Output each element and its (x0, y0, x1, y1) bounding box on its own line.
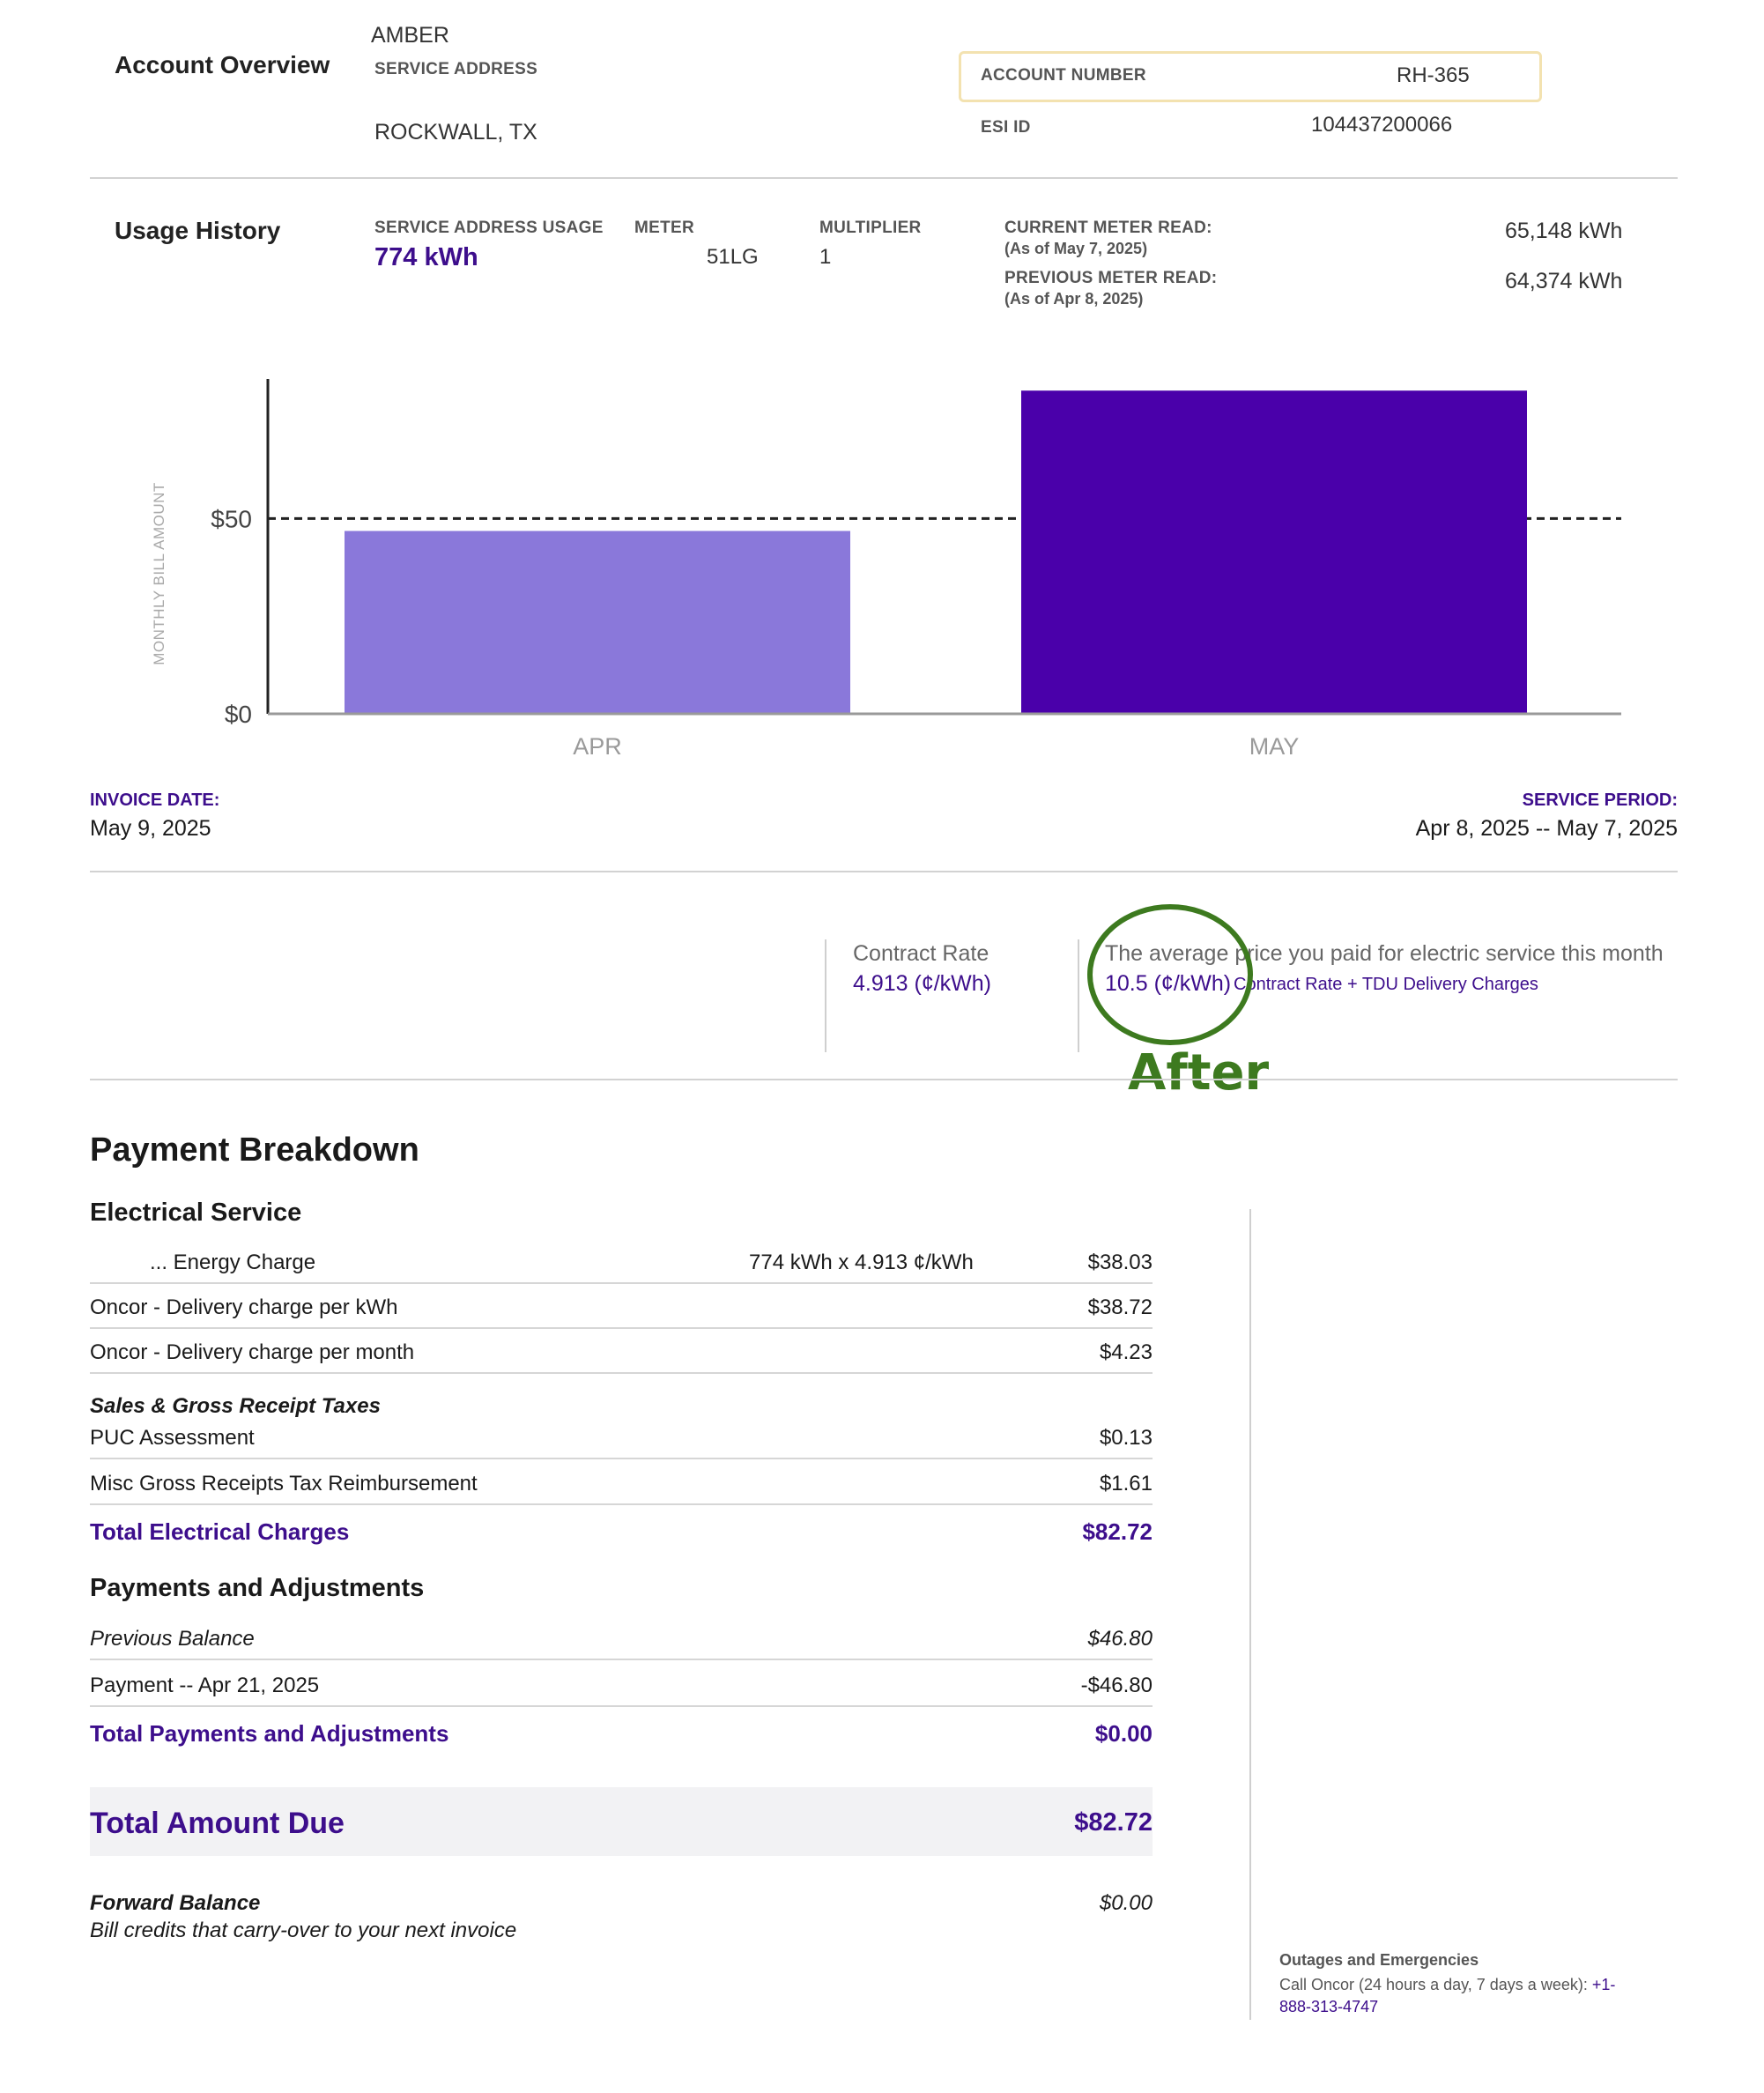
total-row: Total Electrical Charges $82.72 (90, 1508, 1153, 1552)
current-read-date: (As of May 7, 2025) (1004, 240, 1148, 257)
outages-text-body: Call Oncor (24 hours a day, 7 days a wee… (1279, 1976, 1588, 1993)
outages-text: Call Oncor (24 hours a day, 7 days a wee… (1279, 1974, 1649, 2018)
rate-divider (1078, 939, 1079, 1052)
total-row: Total Payments and Adjustments $0.00 (90, 1710, 1153, 1754)
divider (90, 871, 1678, 872)
table-row: PUC Assessment $0.13 (90, 1415, 1153, 1459)
service-period: Apr 8, 2025 -- May 7, 2025 (1415, 816, 1678, 841)
oncor-phone-link-a[interactable]: +1- (1591, 1976, 1616, 1993)
invoice-date-label: INVOICE DATE: (90, 790, 220, 810)
table-row: Previous Balance $46.80 (90, 1616, 1153, 1660)
delivery-kwh-amount: $38.72 (1087, 1295, 1153, 1319)
payment-label: Payment -- Apr 21, 2025 (90, 1674, 320, 1697)
total-electrical-label: Total Electrical Charges (90, 1518, 350, 1545)
customer-name: AMBER (371, 23, 449, 48)
service-usage-value: 774 kWh (374, 243, 478, 271)
table-row: Misc Gross Receipts Tax Reimbursement $1… (90, 1461, 1153, 1505)
total-adjustments-amount: $0.00 (1094, 1720, 1153, 1747)
esi-id-label: ESI ID (981, 118, 1031, 137)
table-row: Oncor - Delivery charge per month $4.23 (90, 1330, 1153, 1374)
delivery-month-amount: $4.23 (1099, 1340, 1153, 1364)
service-address-label: SERVICE ADDRESS (374, 60, 538, 78)
column-divider (1249, 1209, 1251, 2020)
y-axis-label: MONTHLY BILL AMOUNT (151, 482, 167, 665)
delivery-month-label: Oncor - Delivery charge per month (90, 1340, 415, 1364)
previous-read-label: PREVIOUS METER READ: (1004, 269, 1218, 287)
y-tick-label: $0 (225, 701, 252, 728)
monthly-bill-chart: APR MAY $0 $50 MONTHLY BILL AMOUNT (151, 379, 1621, 760)
total-amount-due-value: $82.72 (1074, 1808, 1153, 1837)
payment-breakdown-heading: Payment Breakdown (90, 1132, 419, 1169)
contract-rate-value: 4.913 (¢/kWh) (853, 971, 992, 996)
table-row: ... Energy Charge 774 kWh x 4.913 ¢/kWh … (90, 1240, 1153, 1284)
previous-balance-label: Previous Balance (90, 1627, 255, 1651)
rate-divider (825, 939, 826, 1052)
total-amount-due-label: Total Amount Due (90, 1807, 345, 1840)
x-tick-label: MAY (1249, 733, 1300, 760)
outages-heading: Outages and Emergencies (1279, 1951, 1479, 1969)
previous-read-date: (As of Apr 8, 2025) (1004, 290, 1144, 308)
previous-read-value: 64,374 kWh (1505, 269, 1623, 293)
bar-may (1021, 390, 1527, 714)
usage-history-heading: Usage History (115, 217, 281, 244)
taxes-heading: Sales & Gross Receipt Taxes (90, 1394, 381, 1418)
contract-rate-label: Contract Rate (853, 941, 989, 966)
misc-tax-label: Misc Gross Receipts Tax Reimbursement (90, 1472, 478, 1496)
total-electrical-amount: $82.72 (1082, 1518, 1153, 1545)
oncor-phone-link-b[interactable]: 888-313-4747 (1279, 1998, 1379, 2015)
multiplier-label: MULTIPLIER (819, 219, 922, 237)
y-tick-label: $50 (211, 505, 252, 532)
delivery-kwh-label: Oncor - Delivery charge per kWh (90, 1295, 398, 1319)
service-city: ROCKWALL, TX (374, 120, 537, 145)
bar-apr (345, 531, 850, 714)
energy-charge-calc: 774 kWh x 4.913 ¢/kWh (749, 1251, 974, 1274)
current-read-label: CURRENT METER READ: (1004, 219, 1212, 237)
table-row: Payment -- Apr 21, 2025 -$46.80 (90, 1663, 1153, 1707)
forward-balance-note: Bill credits that carry-over to your nex… (90, 1919, 517, 1942)
forward-balance-amount: $0.00 (1099, 1891, 1153, 1915)
meter-label: METER (634, 219, 694, 237)
electrical-service-heading: Electrical Service (90, 1199, 302, 1227)
previous-balance-amount: $46.80 (1087, 1627, 1153, 1651)
average-price-note: Contract Rate + TDU Delivery Charges (1234, 975, 1538, 994)
account-number-box (959, 51, 1542, 102)
forward-balance-label: Forward Balance (90, 1891, 261, 1915)
after-annotation: After (1128, 1044, 1270, 1102)
account-overview-heading: Account Overview (115, 51, 330, 78)
account-number-label: ACCOUNT NUMBER (981, 66, 1146, 85)
esi-id: 104437200066 (1311, 113, 1453, 137)
meter-value: 51LG (707, 245, 759, 269)
payment-amount: -$46.80 (1080, 1674, 1153, 1697)
highlight-circle (1087, 904, 1253, 1045)
divider (90, 177, 1678, 179)
payments-adjustments-heading: Payments and Adjustments (90, 1574, 425, 1602)
invoice-date: May 9, 2025 (90, 816, 211, 841)
table-row: Oncor - Delivery charge per kWh $38.72 (90, 1285, 1153, 1329)
puc-label: PUC Assessment (90, 1426, 255, 1450)
misc-tax-amount: $1.61 (1099, 1472, 1153, 1496)
energy-charge-label: ... Energy Charge (150, 1251, 316, 1274)
total-amount-due-bar: Total Amount Due $82.72 (90, 1787, 1153, 1856)
puc-amount: $0.13 (1099, 1426, 1153, 1450)
x-tick-label: APR (573, 733, 622, 760)
account-number: RH-365 (1397, 63, 1470, 87)
energy-charge-amount: $38.03 (1087, 1251, 1153, 1274)
service-period-label: SERVICE PERIOD: (1522, 790, 1678, 810)
current-read-value: 65,148 kWh (1505, 219, 1623, 243)
total-adjustments-label: Total Payments and Adjustments (90, 1720, 449, 1747)
multiplier-value: 1 (819, 245, 832, 269)
service-usage-label: SERVICE ADDRESS USAGE (374, 219, 604, 237)
divider (90, 1079, 1678, 1080)
